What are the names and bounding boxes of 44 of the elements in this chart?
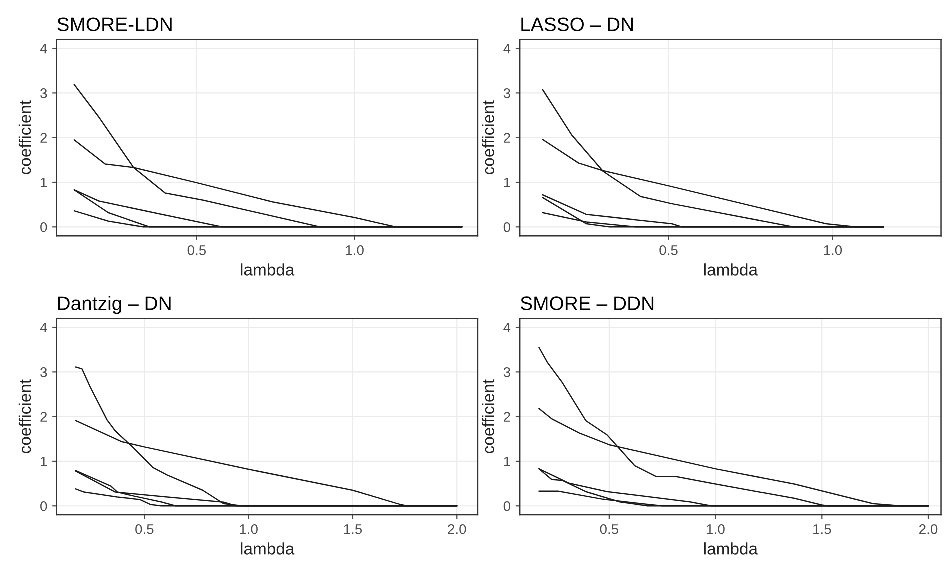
x-tick-label: 1.0 <box>346 245 364 256</box>
y-tick-label: 3 <box>40 88 48 98</box>
x-tick-label: 1.0 <box>240 524 258 534</box>
y-tick-label: 4 <box>504 44 511 54</box>
y-axis-title: coefficient <box>482 100 494 175</box>
x-axis-title: lambda <box>241 264 295 276</box>
x-axis-title: lambda <box>704 264 758 276</box>
y-tick-label: 3 <box>504 88 510 98</box>
y-tick-label: 3 <box>40 368 48 378</box>
chart-title: Dantzig – DN <box>58 296 171 314</box>
y-tick-label: 1 <box>41 456 48 467</box>
y-tick-label: 4 <box>40 323 48 333</box>
x-tick-label: 0.5 <box>600 524 618 534</box>
y-tick-label: 0 <box>40 501 48 512</box>
chart-title: SMORE-LDN <box>58 18 172 32</box>
y-tick-label: 2 <box>504 133 510 143</box>
y-tick-label: 4 <box>504 323 511 333</box>
y-tick-label: 1 <box>504 178 510 188</box>
x-tick-label: 1.5 <box>814 524 832 534</box>
y-tick-label: 0 <box>504 501 511 512</box>
y-tick-label: 4 <box>40 44 48 54</box>
y-tick-label: 2 <box>504 412 510 422</box>
y-axis-title: coefficient <box>18 380 32 454</box>
y-tick-label: 1 <box>41 178 48 188</box>
chart-title: SMORE – DDN <box>520 296 654 310</box>
x-tick-label: 2.0 <box>448 524 466 534</box>
x-tick-label: 1.0 <box>824 245 842 256</box>
y-axis-title: coefficient <box>482 380 494 454</box>
y-tick-label: 3 <box>504 368 510 378</box>
x-tick-label: 0.5 <box>136 524 154 534</box>
y-axis-title: coefficient <box>18 100 32 175</box>
y-tick-label: 0 <box>40 222 48 232</box>
y-tick-label: 1 <box>504 456 510 467</box>
x-tick-label: 0.5 <box>660 245 678 256</box>
y-tick-label: 2 <box>40 412 48 422</box>
x-tick-label: 0.5 <box>188 245 206 256</box>
x-axis-title: lambda <box>704 542 758 555</box>
chart-title: LASSO – DN <box>522 18 634 32</box>
y-tick-label: 2 <box>40 133 48 143</box>
x-tick-label: 1.5 <box>344 524 362 534</box>
x-tick-label: 2.0 <box>920 524 938 534</box>
y-tick-label: 0 <box>504 222 511 232</box>
x-axis-title: lambda <box>241 542 295 555</box>
x-tick-label: 1.0 <box>707 524 725 534</box>
